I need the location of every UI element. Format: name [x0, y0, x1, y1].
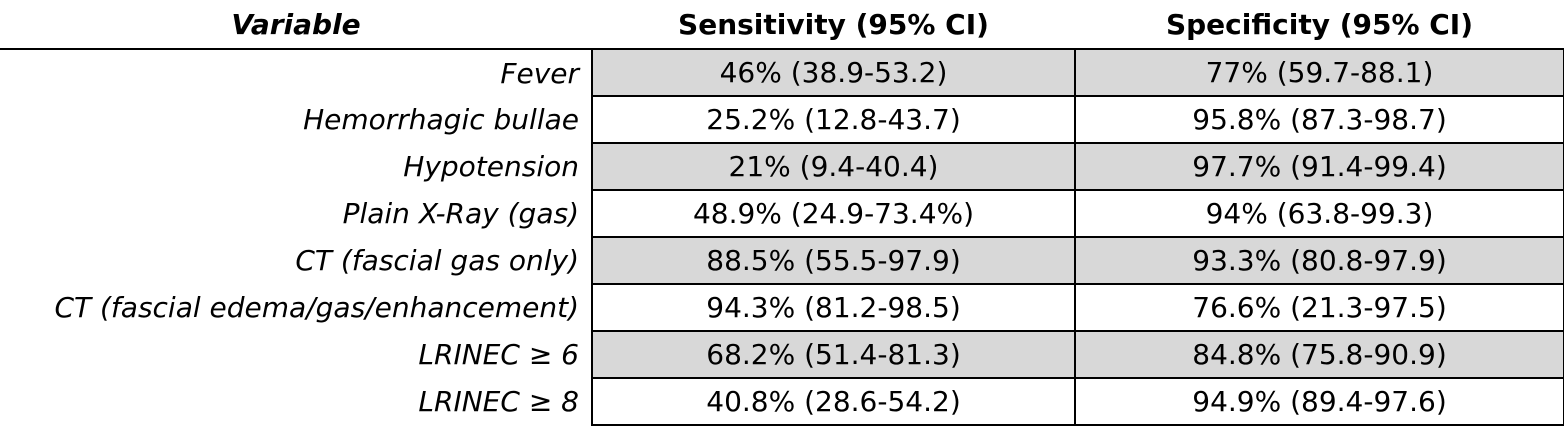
header-specificity: Specificity (95% CI)	[1075, 0, 1564, 50]
variable-cell: CT (fascial gas only)	[295, 244, 579, 277]
table-row: CT (fascial edema/gas/enhancement) 94.3%…	[0, 284, 1564, 332]
sensitivity-cell: 88.5% (55.5-97.9)	[591, 237, 1075, 285]
sensitivity-cell: 21% (9.4-40.4)	[591, 143, 1075, 191]
sensitivity-cell: 48.9% (24.9-73.4%)	[591, 190, 1075, 238]
table-row: Hemorrhagic bullae 25.2% (12.8-43.7) 95.…	[0, 96, 1564, 144]
table-header: Variable Sensitivity (95% CI) Specificit…	[0, 0, 1564, 50]
specificity-cell: 94.9% (89.4-97.6)	[1074, 378, 1564, 426]
sensitivity-cell: 94.3% (81.2-98.5)	[591, 284, 1075, 332]
specificity-cell: 84.8% (75.8-90.9)	[1074, 331, 1564, 379]
specificity-cell: 93.3% (80.8-97.9)	[1074, 237, 1564, 285]
table-row: LRINEC ≥ 8 40.8% (28.6-54.2) 94.9% (89.4…	[0, 378, 1564, 426]
sensitivity-cell: 46% (38.9-53.2)	[591, 48, 1075, 97]
header-variable: Variable	[0, 0, 592, 50]
sensitivity-cell: 25.2% (12.8-43.7)	[591, 96, 1075, 144]
sensitivity-cell: 68.2% (51.4-81.3)	[591, 331, 1075, 379]
table-row: Fever 46% (38.9-53.2) 77% (59.7-88.1)	[0, 48, 1564, 97]
table-row: Plain X-Ray (gas) 48.9% (24.9-73.4%) 94%…	[0, 190, 1564, 238]
variable-cell: Plain X-Ray (gas)	[342, 197, 579, 230]
table-body: Fever 46% (38.9-53.2) 77% (59.7-88.1) He…	[0, 48, 1564, 426]
header-row: Variable Sensitivity (95% CI) Specificit…	[0, 0, 1564, 50]
specificity-cell: 77% (59.7-88.1)	[1074, 48, 1564, 97]
variable-cell: LRINEC ≥ 6	[418, 338, 579, 371]
specificity-cell: 95.8% (87.3-98.7)	[1074, 96, 1564, 144]
variable-cell: CT (fascial edema/gas/enhancement)	[54, 291, 579, 324]
table-row: Hypotension 21% (9.4-40.4) 97.7% (91.4-9…	[0, 143, 1564, 191]
specificity-cell: 94% (63.8-99.3)	[1074, 190, 1564, 238]
sensitivity-cell: 40.8% (28.6-54.2)	[591, 378, 1075, 426]
variable-cell: LRINEC ≥ 8	[418, 385, 579, 418]
specificity-cell: 76.6% (21.3-97.5)	[1074, 284, 1564, 332]
variable-cell: Hypotension	[403, 150, 579, 183]
variable-cell: Hemorrhagic bullae	[303, 103, 579, 136]
table-row: CT (fascial gas only) 88.5% (55.5-97.9) …	[0, 237, 1564, 285]
variable-cell: Fever	[500, 56, 579, 90]
specificity-cell: 97.7% (91.4-99.4)	[1074, 143, 1564, 191]
header-sensitivity: Sensitivity (95% CI)	[592, 0, 1075, 50]
table-row: LRINEC ≥ 6 68.2% (51.4-81.3) 84.8% (75.8…	[0, 331, 1564, 379]
